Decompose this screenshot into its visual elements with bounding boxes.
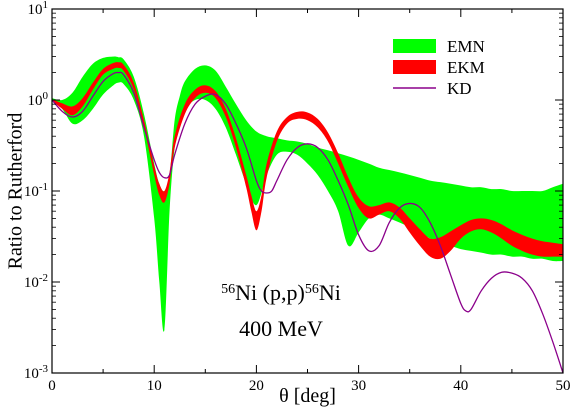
line-layer (52, 71, 563, 373)
x-axis-label: θ [deg] (279, 385, 336, 407)
y-tick-label: 10-3 (24, 363, 49, 382)
legend-swatch-emn (393, 39, 436, 53)
legend-label-emn: EMN (447, 37, 485, 56)
band-ekm (52, 62, 563, 260)
line-kd (52, 71, 563, 373)
x-tick-label: 40 (453, 378, 468, 394)
energy-annotation: 400 MeV (239, 316, 323, 341)
band-layer (52, 56, 563, 332)
reaction-mass-right: 56 (305, 282, 319, 297)
x-tick-label: 30 (351, 378, 366, 394)
legend-swatch-ekm (393, 60, 436, 74)
x-tick-label: 10 (147, 378, 162, 394)
y-axis-label: Ratio to Rutherford (5, 113, 27, 270)
reaction-nucleus: Ni (319, 280, 341, 305)
x-tick-label: 20 (249, 378, 264, 394)
legend: EMN EKM KD (388, 31, 512, 111)
band-emn (52, 56, 563, 332)
y-tick-label: 101 (28, 0, 49, 18)
reaction-annotation: 56Ni (p,p)56Ni (221, 280, 341, 305)
reaction-text: Ni (p,p) (235, 280, 305, 305)
legend-label-kd: KD (447, 79, 472, 98)
tick-layer: 0 10 20 30 40 50 10-3 10-2 10-1 100 101 (24, 0, 571, 394)
y-tick-label: 10-2 (24, 272, 48, 291)
legend-label-ekm: EKM (447, 58, 485, 77)
x-tick-label: 50 (556, 378, 571, 394)
y-tick-label: 10-1 (24, 181, 48, 200)
reaction-mass-left: 56 (221, 282, 235, 297)
y-tick-label: 100 (28, 90, 49, 109)
x-tick-label: 0 (48, 378, 56, 394)
